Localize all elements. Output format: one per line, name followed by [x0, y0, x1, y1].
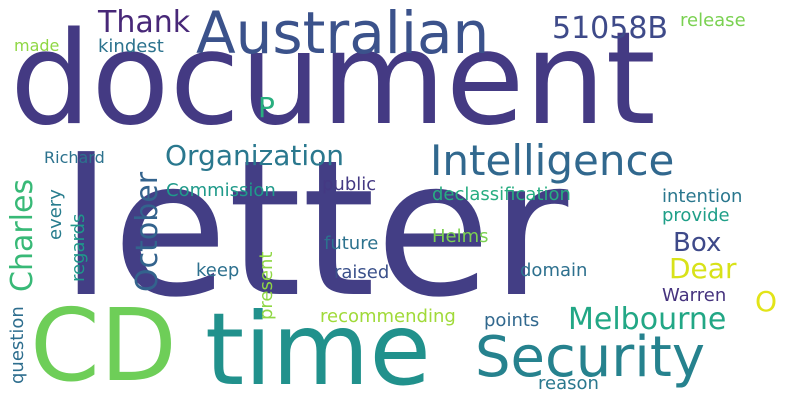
word-question: question	[7, 306, 28, 384]
word-intelligence: Intelligence	[430, 136, 675, 185]
word-51058b: 51058B	[552, 11, 669, 46]
word-domain: domain	[520, 260, 588, 281]
word-commission: Commission	[166, 180, 276, 201]
word-thank: Thank	[98, 5, 191, 40]
word-declassification: declassification	[432, 184, 571, 205]
word-document: document	[10, 5, 656, 154]
word-richard: Richard	[44, 148, 105, 167]
word-cd: CD	[30, 287, 177, 404]
word-security: Security	[475, 325, 705, 390]
word-charles: Charles	[5, 178, 40, 292]
word-letter: letter	[60, 120, 569, 339]
word-p: P	[258, 91, 275, 124]
word-future: future	[324, 233, 379, 254]
word-kindest: kindest	[98, 36, 164, 57]
word-intention: intention	[662, 186, 743, 207]
word-points: points	[484, 310, 540, 331]
word-regards: regards	[68, 213, 89, 282]
word-recommending: recommending	[320, 306, 456, 327]
word-made: made	[14, 36, 60, 55]
word-provide: provide	[662, 205, 730, 226]
word-every: every	[45, 189, 66, 240]
word-raised: raised	[334, 262, 390, 283]
word-october: October	[130, 171, 165, 292]
word-present: present	[256, 251, 277, 320]
word-melbourne: Melbourne	[568, 302, 727, 337]
word-o: O	[755, 285, 778, 318]
word-helms: Helms	[432, 226, 489, 247]
word-release: release	[680, 10, 746, 31]
word-box: Box	[673, 228, 722, 258]
word-reason: reason	[538, 373, 599, 394]
word-keep: keep	[196, 260, 240, 281]
word-dear: Dear	[669, 252, 737, 285]
word-organization: Organization	[165, 139, 345, 172]
word-public: public	[322, 174, 377, 195]
word-australian: Australian	[196, 0, 490, 67]
word-time: time	[205, 291, 431, 405]
word-warren: Warren	[662, 285, 727, 306]
